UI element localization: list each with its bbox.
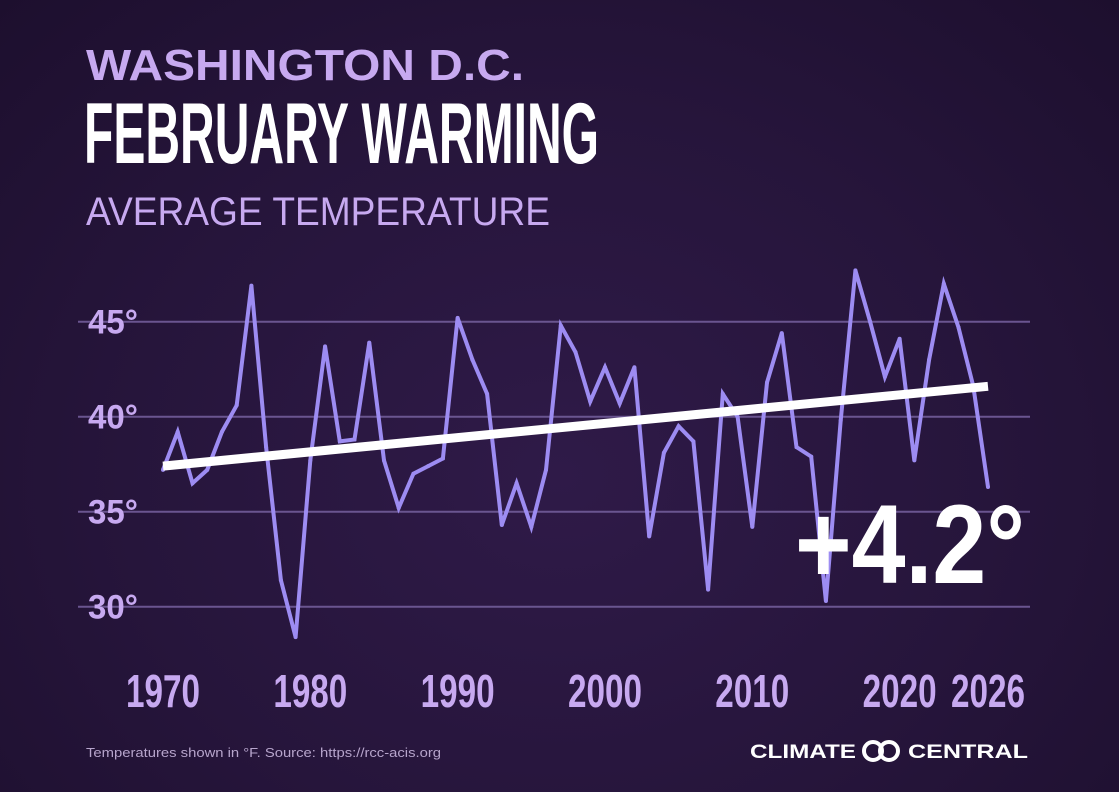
data-point-1998 [573, 350, 578, 355]
data-point-2001 [617, 401, 622, 406]
data-point-1976 [249, 283, 254, 288]
data-point-2009 [735, 414, 740, 419]
data-point-1982 [337, 439, 342, 444]
data-point-1984 [367, 340, 372, 345]
climate-central-logo: CLIMATE CENTRAL [750, 740, 1029, 763]
y-tick-label: 40° [88, 399, 138, 437]
logo-rings-icon [862, 740, 900, 762]
data-point-2008 [720, 391, 725, 396]
chart-subtitle: AVERAGE TEMPERATURE [86, 190, 550, 234]
data-point-2003 [647, 534, 652, 539]
data-point-1992 [485, 391, 490, 396]
data-point-1983 [352, 437, 357, 442]
data-point-2023 [941, 281, 946, 286]
series-layer [161, 268, 990, 640]
x-tick-label: 2000 [568, 665, 642, 717]
data-point-1988 [426, 464, 431, 469]
data-point-1996 [544, 467, 549, 472]
data-point-2007 [706, 587, 711, 592]
location-label: WASHINGTON D.C. [86, 41, 524, 90]
data-point-1994 [514, 481, 519, 486]
data-point-2005 [676, 424, 681, 429]
data-point-1995 [529, 524, 534, 529]
data-point-1975 [234, 403, 239, 408]
data-point-1977 [264, 445, 269, 450]
logo-text-climate: CLIMATE [750, 742, 856, 763]
chart-title: FEBRUARY WARMING [84, 86, 599, 182]
x-tick-label: 2026 [951, 665, 1025, 717]
data-point-2010 [750, 524, 755, 529]
data-point-1981 [323, 344, 328, 349]
data-point-2000 [602, 365, 607, 370]
data-point-2002 [632, 365, 637, 370]
data-point-1978 [278, 578, 283, 583]
source-note: Temperatures shown in °F. Source: https:… [86, 745, 441, 760]
data-point-2006 [691, 439, 696, 444]
data-point-2026 [986, 485, 990, 489]
data-point-2012 [779, 331, 784, 336]
data-point-1997 [558, 323, 563, 328]
x-tick-label: 2010 [715, 665, 789, 717]
x-tick-label: 1970 [126, 665, 200, 717]
warming-annotation: +4.2° [795, 482, 1025, 607]
data-point-2014 [809, 454, 814, 459]
data-point-1989 [440, 456, 445, 461]
data-point-2004 [661, 450, 666, 455]
data-point-2022 [927, 357, 932, 362]
data-point-1991 [470, 357, 475, 362]
data-point-1985 [381, 458, 386, 463]
data-point-1990 [455, 315, 460, 320]
data-point-1986 [396, 505, 401, 510]
data-point-1980 [308, 458, 313, 463]
data-point-1987 [411, 471, 416, 476]
data-point-1974 [219, 429, 224, 434]
x-axis: 1970 1980 1990 2000 2010 2020 2026 [126, 665, 1025, 717]
data-point-1973 [205, 467, 210, 472]
data-point-2018 [868, 319, 873, 324]
x-tick-label: 1980 [273, 665, 347, 717]
data-point-2016 [838, 418, 843, 423]
data-point-2024 [956, 325, 961, 330]
data-point-2020 [897, 336, 902, 341]
data-point-1971 [175, 429, 180, 434]
y-axis: 30° 35° 40° 45° [88, 304, 138, 627]
x-tick-label: 2020 [863, 665, 937, 717]
y-tick-label: 35° [88, 494, 138, 532]
data-point-1993 [499, 523, 504, 527]
data-point-1979 [293, 635, 298, 640]
data-point-1999 [588, 399, 593, 404]
data-point-2013 [794, 445, 799, 450]
data-point-2015 [823, 599, 828, 603]
data-point-2019 [882, 374, 887, 379]
data-point-1972 [190, 481, 195, 486]
trend-line [162, 381, 989, 471]
logo-text-central: CENTRAL [908, 742, 1029, 763]
data-point-2021 [912, 458, 917, 463]
x-tick-label: 1990 [421, 665, 495, 717]
data-point-2011 [765, 380, 770, 385]
y-tick-label: 30° [88, 589, 138, 627]
data-point-2017 [853, 268, 858, 273]
y-tick-label: 45° [88, 304, 138, 342]
